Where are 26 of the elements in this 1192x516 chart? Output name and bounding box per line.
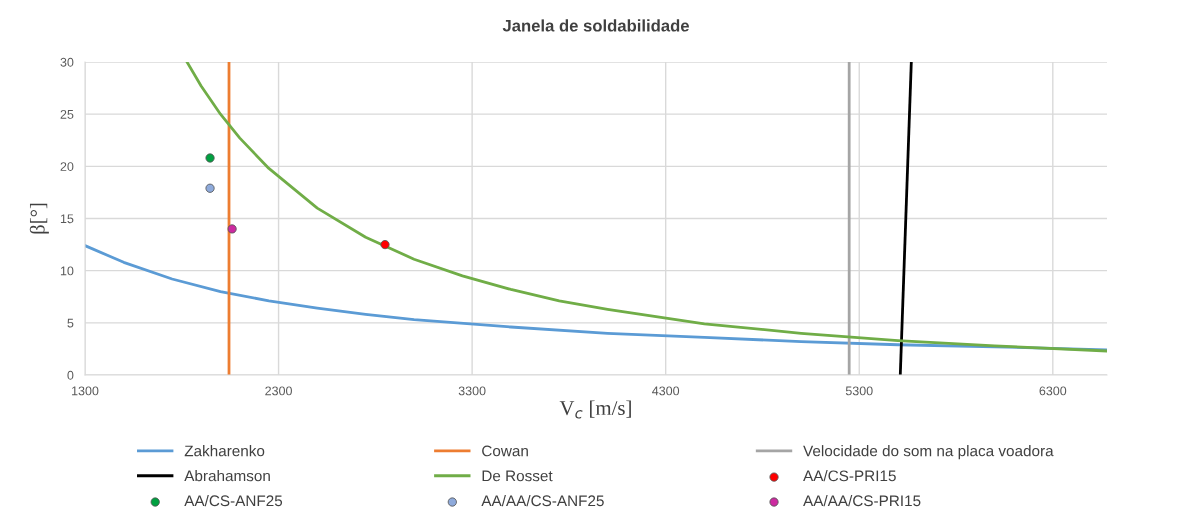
legend-label: AA/CS-ANF25 (184, 494, 283, 507)
legend-label: Zakharenko (184, 445, 265, 457)
chart-title: Janela de soldabilidade (502, 19, 689, 32)
y-tick-label: 20 (60, 162, 74, 171)
y-tick-label: 15 (60, 214, 74, 224)
legend-label: AA/AA/CS-ANF25 (481, 494, 604, 507)
legend-label: De Rosset (482, 470, 553, 482)
legend-label: Abrahamson (184, 470, 270, 482)
x-tick-label: 2300 (265, 386, 292, 396)
y-tick-label: 0 (67, 370, 74, 380)
y-axis-title: β[°] (29, 203, 49, 234)
x-tick-label: 4300 (652, 386, 680, 396)
legend-label: Cowan (482, 445, 528, 457)
legend-label: Velocidade do som na placa voadora (803, 445, 1054, 460)
line-series (185, 62, 1107, 353)
y-tick-label: 30 (60, 57, 74, 67)
legend-label: AA/AA/CS-PRI15 (803, 494, 921, 507)
y-tick-label: 10 (60, 266, 74, 276)
legend-label: AA/CS-PRI15 (803, 470, 896, 482)
y-tick-label: 5 (67, 318, 74, 328)
x-tick-label: 1300 (72, 386, 99, 396)
x-tick-label: 3300 (458, 386, 486, 396)
x-tick-label: 6300 (1039, 386, 1067, 396)
x-tick-label: 5300 (845, 386, 873, 396)
x-axis-title: V$_{c}$ [m/s] (559, 400, 631, 419)
y-tick-label: 25 (60, 109, 74, 119)
